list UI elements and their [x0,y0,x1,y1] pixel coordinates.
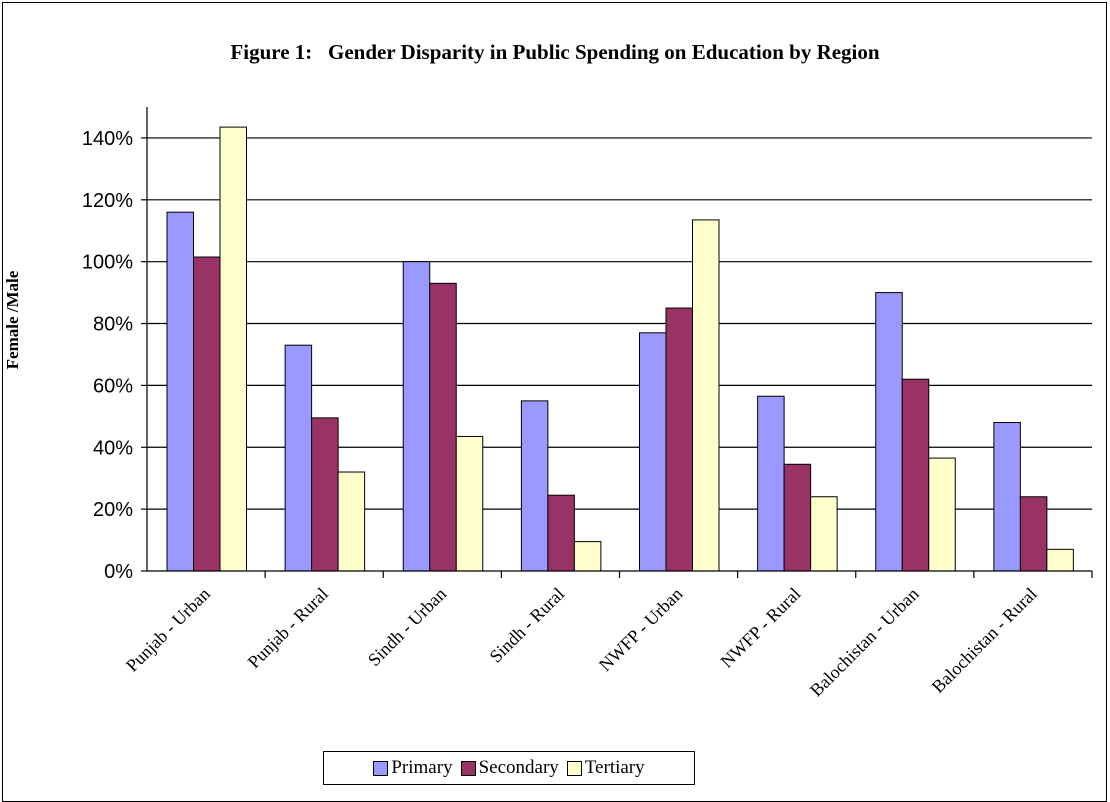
x-category-label: NWFP - Rural [717,584,805,672]
legend-swatch [460,760,476,776]
bar-primary [166,211,194,572]
x-category-label: Sindh - Rural [486,584,569,667]
legend-label: Secondary [478,757,559,778]
x-category-label: Punjab - Urban [122,584,214,676]
x-category-label: Sindh - Urban [364,584,450,670]
bars [166,126,1074,572]
bar-secondary [193,256,221,572]
bar-secondary [901,378,930,572]
legend: Primary Secondary Tertiary [323,751,695,785]
y-tick-labels: 0% 20% 40% 60% 80% 100% 120% 140% [82,128,133,583]
x-category-label: Punjab - Rural [244,584,332,672]
legend-item: Tertiary [566,757,645,779]
legend-label: Primary [391,757,453,778]
bar-primary [875,292,903,572]
bar-primary [993,422,1021,572]
chart-title: Figure 1: Gender Disparity in Public Spe… [230,40,880,64]
x-category-label: Balochistan - Rural [928,584,1041,697]
bar-tertiary [928,457,956,572]
x-category-label: NWFP - Urban [595,584,686,675]
bar-primary [639,332,667,572]
bar-secondary [665,307,693,572]
bar-primary [520,400,549,572]
bar-primary [284,344,313,572]
x-category-label: Balochistan - Urban [806,584,923,701]
bar-secondary [547,494,575,572]
y-tick-label: 0% [104,561,133,583]
legend-label: Tertiary [584,757,645,778]
legend-item: Primary [373,757,453,779]
bar-secondary [429,282,457,572]
legend-swatch [373,760,389,776]
legend-item: Secondary [460,757,559,779]
y-tick-label: 20% [93,499,133,521]
bar-tertiary [692,219,720,572]
bar-tertiary [337,471,366,572]
bar-primary [402,261,431,572]
axes [141,107,1093,578]
y-tick-label: 100% [82,252,133,274]
legend-swatch [566,760,582,776]
y-tick-label: 40% [93,437,133,459]
bar-tertiary [1046,548,1074,572]
bar-tertiary [573,541,602,572]
bar-tertiary [219,126,247,572]
y-tick-label: 60% [93,375,133,397]
bar-secondary [1019,496,1048,572]
bar-tertiary [810,496,838,572]
bar-primary [757,395,785,572]
y-tick-label: 140% [82,128,133,150]
bar-tertiary [455,435,484,572]
bar-secondary [311,417,339,572]
x-category-labels: Punjab - Urban Punjab - Rural Sindh - Urba… [122,584,1041,701]
y-tick-label: 120% [82,190,133,212]
bar-secondary [783,463,812,572]
y-tick-label: 80% [93,314,133,336]
